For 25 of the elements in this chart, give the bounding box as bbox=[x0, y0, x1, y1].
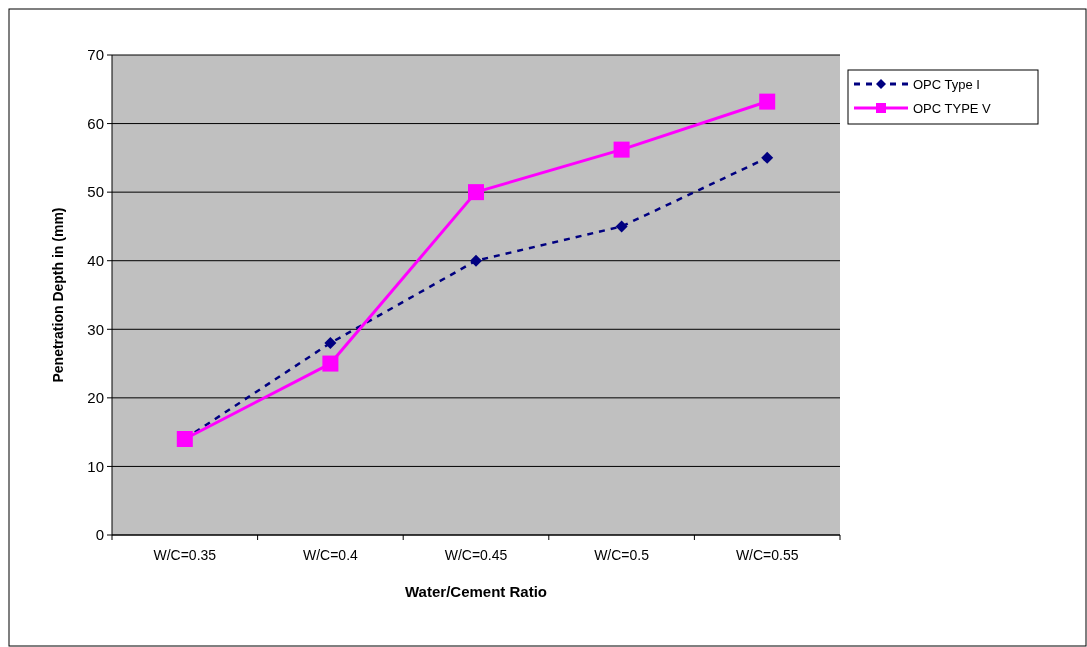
y-tick-label: 0 bbox=[95, 526, 104, 544]
point bbox=[324, 337, 337, 349]
x-axis-title: Water/Cement Ratio bbox=[405, 583, 547, 600]
y-tick-label: 70 bbox=[87, 46, 104, 64]
y-tick-label: 60 bbox=[87, 114, 104, 132]
x-tick-label: W/C=0.55 bbox=[735, 547, 799, 563]
x-tick-label: W/C=0.4 bbox=[302, 547, 359, 563]
point bbox=[468, 184, 484, 201]
x-tick-label: W/C=0.5 bbox=[594, 547, 650, 563]
point bbox=[470, 254, 482, 267]
x-tick-label: W/C=0.35 bbox=[153, 547, 217, 563]
y-tick-label: 10 bbox=[87, 457, 104, 475]
y-tick-label: 50 bbox=[87, 183, 104, 201]
legend-label: OPC TYPE V bbox=[913, 100, 992, 116]
y-tick-label: 20 bbox=[87, 389, 104, 407]
point bbox=[613, 141, 630, 158]
point bbox=[761, 151, 774, 164]
y-tick-label: 30 bbox=[87, 320, 104, 338]
legend-label: OPC Type I bbox=[913, 76, 980, 92]
point bbox=[759, 93, 776, 110]
x-tick-label: W/C=0.45 bbox=[444, 547, 508, 563]
point bbox=[615, 220, 628, 233]
y-tick-label: 40 bbox=[87, 251, 104, 269]
point bbox=[322, 355, 339, 372]
y-axis-title: Penetration Depth in (mm) bbox=[50, 207, 66, 383]
